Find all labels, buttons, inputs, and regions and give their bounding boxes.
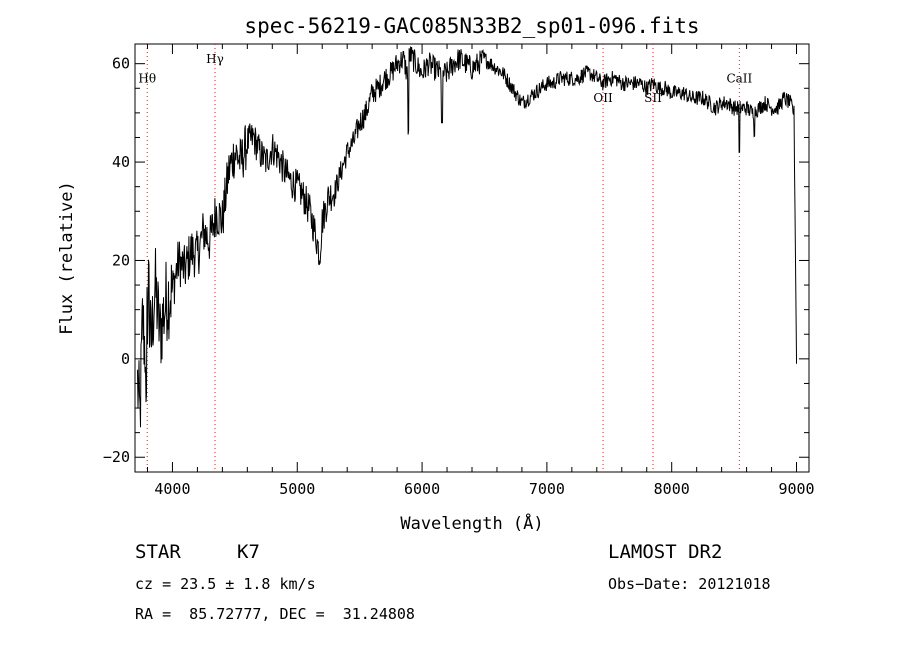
y-tick-label: 40 [112, 153, 130, 171]
x-tick-label: 8000 [654, 480, 690, 498]
line-label-2: OII [593, 91, 613, 105]
ra-dec-coordinates: RA = 85.72777, DEC = 31.24808 [135, 605, 415, 623]
x-tick-label: 5000 [279, 480, 315, 498]
y-tick-label: 0 [121, 350, 130, 368]
x-tick-label: 7000 [529, 480, 565, 498]
object-type: STAR [135, 541, 181, 563]
axis-tick-labels: 4000 5000 6000 7000 8000 9000 −20 0 20 40 60 [103, 55, 815, 498]
spectrum-line [137, 46, 797, 428]
line-label-4: CaII [726, 71, 752, 85]
subclass: K7 [237, 541, 260, 563]
obs-date: Obs−Date: 20121018 [608, 575, 771, 593]
x-tick-label: 9000 [778, 480, 814, 498]
y-tick-label: −20 [103, 448, 130, 466]
line-label-1: Hγ [206, 52, 224, 66]
y-tick-label: 20 [112, 251, 130, 269]
line-annotations: Hθ Hγ OII SII CaII [138, 52, 752, 105]
reference-lines [146, 44, 740, 472]
x-axis-label: Wavelength (Å) [400, 512, 543, 534]
y-axis-label: Flux (relative) [57, 181, 77, 335]
line-label-0: Hθ [138, 71, 156, 85]
survey-name: LAMOST DR2 [608, 541, 723, 563]
y-tick-label: 60 [112, 55, 130, 73]
x-tick-label: 4000 [154, 480, 190, 498]
redshift-cz: cz = 23.5 ± 1.8 km/s [135, 575, 316, 593]
x-tick-label: 6000 [404, 480, 440, 498]
line-label-3: SII [644, 91, 662, 105]
chart-title: spec-56219-GAC085N33B2_sp01-096.fits [244, 14, 699, 38]
